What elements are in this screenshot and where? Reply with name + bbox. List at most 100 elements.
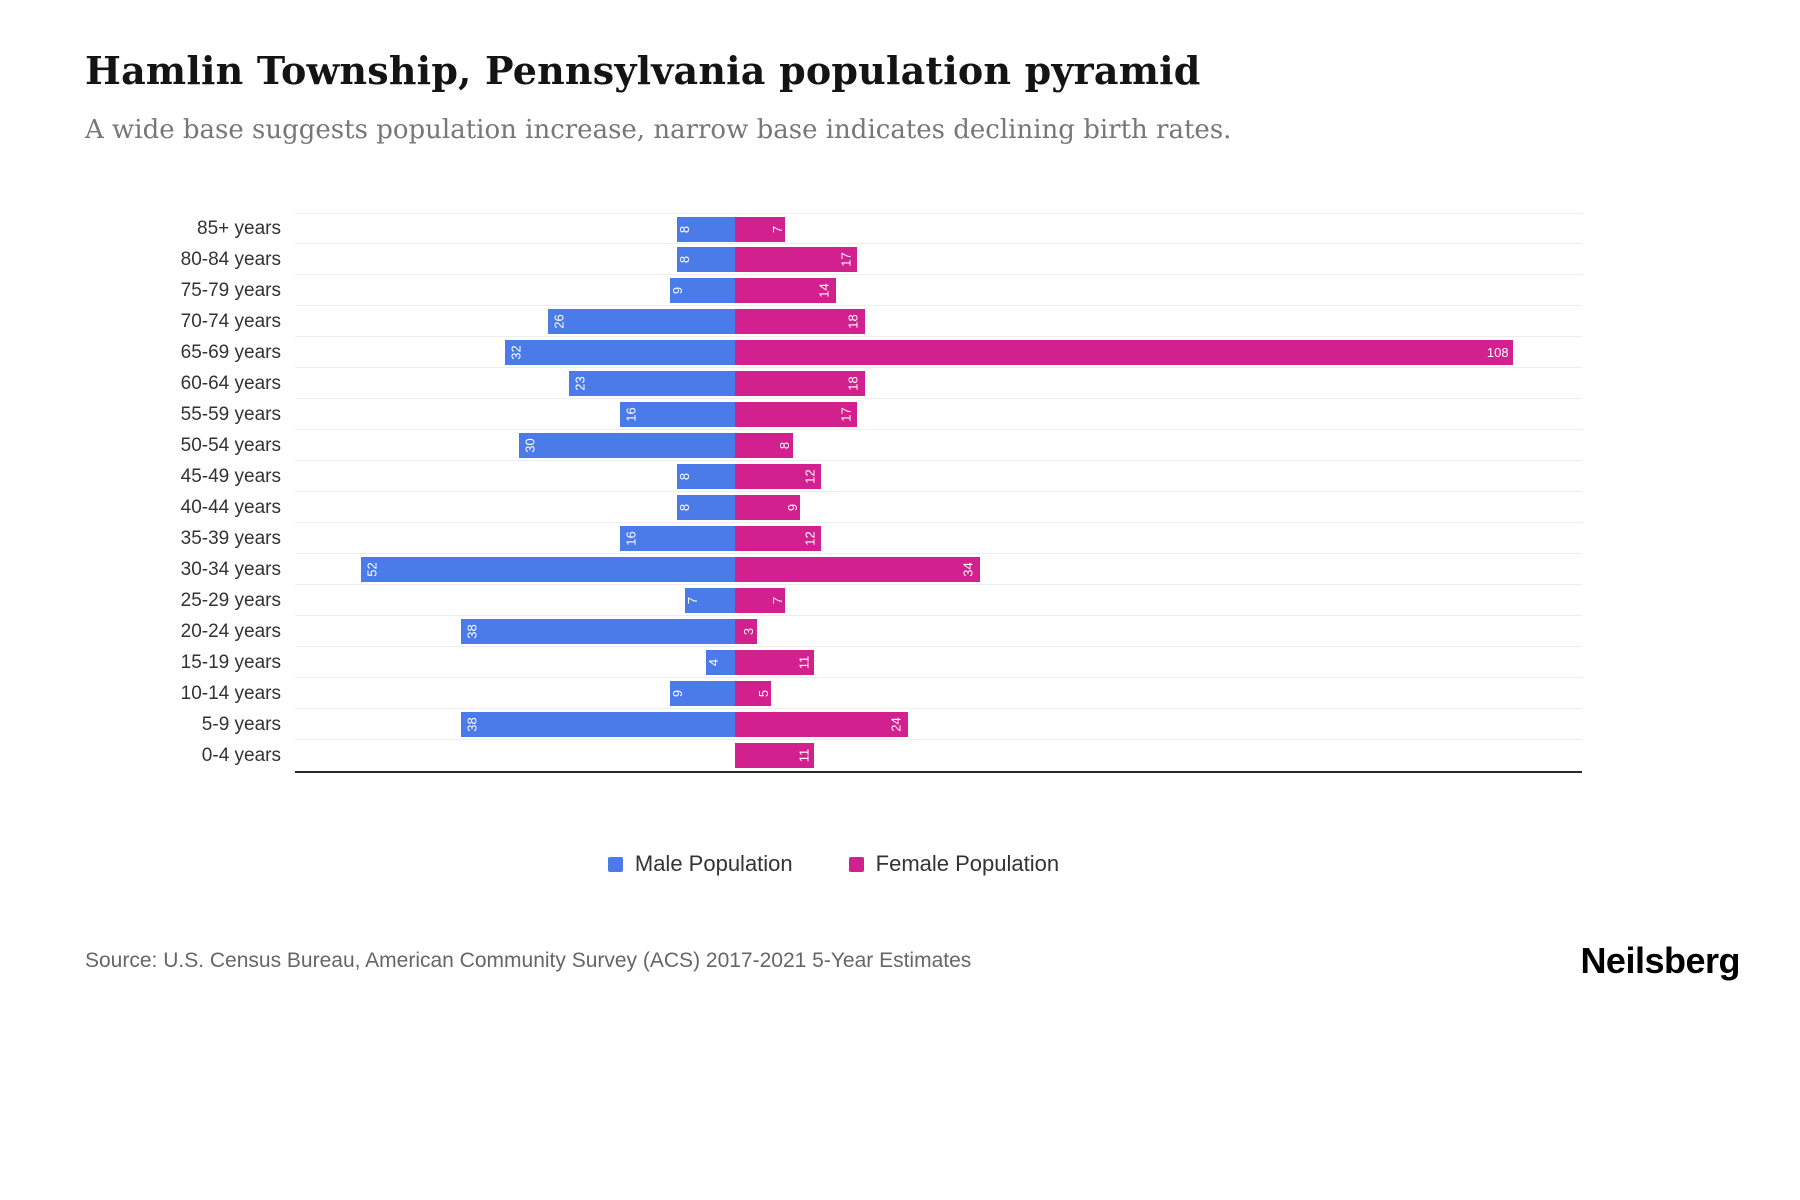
pyramid-row: 0-4 years 11 <box>85 740 1582 771</box>
pyramid-row: 10-14 years 9 5 <box>85 678 1582 709</box>
plot-area: 38 24 <box>295 709 1582 740</box>
page: Hamlin Township, Pennsylvania population… <box>85 48 1582 877</box>
chart-title: Hamlin Township, Pennsylvania population… <box>85 48 1201 93</box>
age-group-label: 10-14 years <box>180 683 281 704</box>
male-bar: 8 <box>677 464 735 489</box>
bar-value-label: 11 <box>795 655 811 670</box>
pyramid-row: 25-29 years 7 7 <box>85 585 1582 616</box>
male-bar: 8 <box>677 217 735 242</box>
age-group-label: 30-34 years <box>180 559 281 580</box>
bar-value-label: 26 <box>551 314 567 329</box>
bar-value-label: 38 <box>465 624 481 639</box>
bar-value-label: 9 <box>784 503 800 512</box>
bar-value-label: 3 <box>741 627 757 636</box>
female-legend-swatch <box>848 856 864 872</box>
pyramid-row: 45-49 years 8 12 <box>85 461 1582 492</box>
bar-value-label: 12 <box>802 469 818 484</box>
male-bar: 16 <box>619 402 735 427</box>
bar-value-label: 52 <box>364 562 380 577</box>
bar-value-label: 18 <box>845 314 861 329</box>
male-bar: 8 <box>677 247 735 272</box>
bar-value-label: 8 <box>777 441 793 450</box>
plot-area: 30 8 <box>295 430 1582 461</box>
bar-value-label: 9 <box>670 689 686 698</box>
plot-area: 8 17 <box>295 244 1582 275</box>
legend: Male Population Female Population <box>85 851 1582 877</box>
pyramid-row: 65-69 years 32 108 <box>85 337 1582 368</box>
footer: Source: U.S. Census Bureau, American Com… <box>85 940 1740 982</box>
female-bar: 8 <box>735 433 793 458</box>
age-group-label: 5-9 years <box>201 714 281 735</box>
male-bar: 9 <box>670 278 735 303</box>
pyramid-row: 55-59 years 16 17 <box>85 399 1582 430</box>
age-group-label: 20-24 years <box>180 621 281 642</box>
pyramid-rows: 85+ years 8 7 80-84 years 8 17 75-79 years 9 14 7… <box>85 213 1582 771</box>
bar-value-label: 14 <box>817 283 833 298</box>
pyramid-row: 80-84 years 8 17 <box>85 244 1582 275</box>
age-group-label: 25-29 years <box>180 590 281 611</box>
male-bar: 23 <box>569 371 735 396</box>
plot-area: 8 12 <box>295 461 1582 492</box>
male-bar: 32 <box>504 340 735 365</box>
age-group-label: 40-44 years <box>180 497 281 518</box>
male-legend-label: Male Population <box>634 851 793 876</box>
bar-value-label: 17 <box>838 407 854 422</box>
bar-value-label: 7 <box>770 225 786 234</box>
bar-value-label: 34 <box>961 562 977 577</box>
age-group-label: 60-64 years <box>180 373 281 394</box>
pyramid-row: 50-54 years 30 8 <box>85 430 1582 461</box>
bar-value-label: 24 <box>889 717 905 732</box>
age-group-label: 80-84 years <box>180 249 281 270</box>
bar-value-label: 8 <box>677 503 693 512</box>
female-bar: 7 <box>735 588 786 613</box>
female-bar: 5 <box>735 681 771 706</box>
plot-area: 4 11 <box>295 647 1582 678</box>
pyramid-row: 75-79 years 9 14 <box>85 275 1582 306</box>
plot-area: 11 <box>295 740 1582 771</box>
male-bar: 8 <box>677 495 735 520</box>
plot-area: 16 17 <box>295 399 1582 430</box>
pyramid-row: 15-19 years 4 11 <box>85 647 1582 678</box>
age-group-label: 50-54 years <box>180 435 281 456</box>
male-legend-swatch <box>607 856 623 872</box>
bar-value-label: 16 <box>623 531 639 546</box>
bar-value-label: 7 <box>770 596 786 605</box>
age-group-label: 35-39 years <box>180 528 281 549</box>
plot-area: 9 14 <box>295 275 1582 306</box>
bar-value-label: 8 <box>677 225 693 234</box>
pyramid-row: 85+ years 8 7 <box>85 213 1582 244</box>
plot-area: 16 12 <box>295 523 1582 554</box>
plot-area: 26 18 <box>295 306 1582 337</box>
source-attribution: Source: U.S. Census Bureau, American Com… <box>85 949 972 972</box>
pyramid-row: 5-9 years 38 24 <box>85 709 1582 740</box>
neilsberg-logo: Neilsberg <box>1580 940 1740 981</box>
pyramid-row: 35-39 years 16 12 <box>85 523 1582 554</box>
female-bar: 9 <box>735 495 800 520</box>
male-bar: 16 <box>619 526 735 551</box>
age-group-label: 0-4 years <box>201 745 281 766</box>
bar-value-label: 108 <box>1486 345 1509 360</box>
bar-value-label: 16 <box>623 407 639 422</box>
male-bar: 52 <box>360 557 735 582</box>
male-bar: 38 <box>461 619 735 644</box>
bar-value-label: 30 <box>522 438 538 453</box>
legend-item-female: Female Population <box>848 851 1059 877</box>
age-group-label: 85+ years <box>197 218 281 239</box>
bar-value-label: 38 <box>465 717 481 732</box>
male-bar: 38 <box>461 712 735 737</box>
pyramid-row: 20-24 years 38 3 <box>85 616 1582 647</box>
age-group-label: 55-59 years <box>180 404 281 425</box>
female-bar: 18 <box>735 371 865 396</box>
age-group-label: 15-19 years <box>180 652 281 673</box>
age-group-label: 70-74 years <box>180 311 281 332</box>
bar-value-label: 32 <box>508 345 524 360</box>
female-bar: 11 <box>735 743 815 768</box>
bar-value-label: 8 <box>677 472 693 481</box>
pyramid-row: 60-64 years 23 18 <box>85 368 1582 399</box>
female-bar: 11 <box>735 650 815 675</box>
male-bar: 4 <box>706 650 735 675</box>
